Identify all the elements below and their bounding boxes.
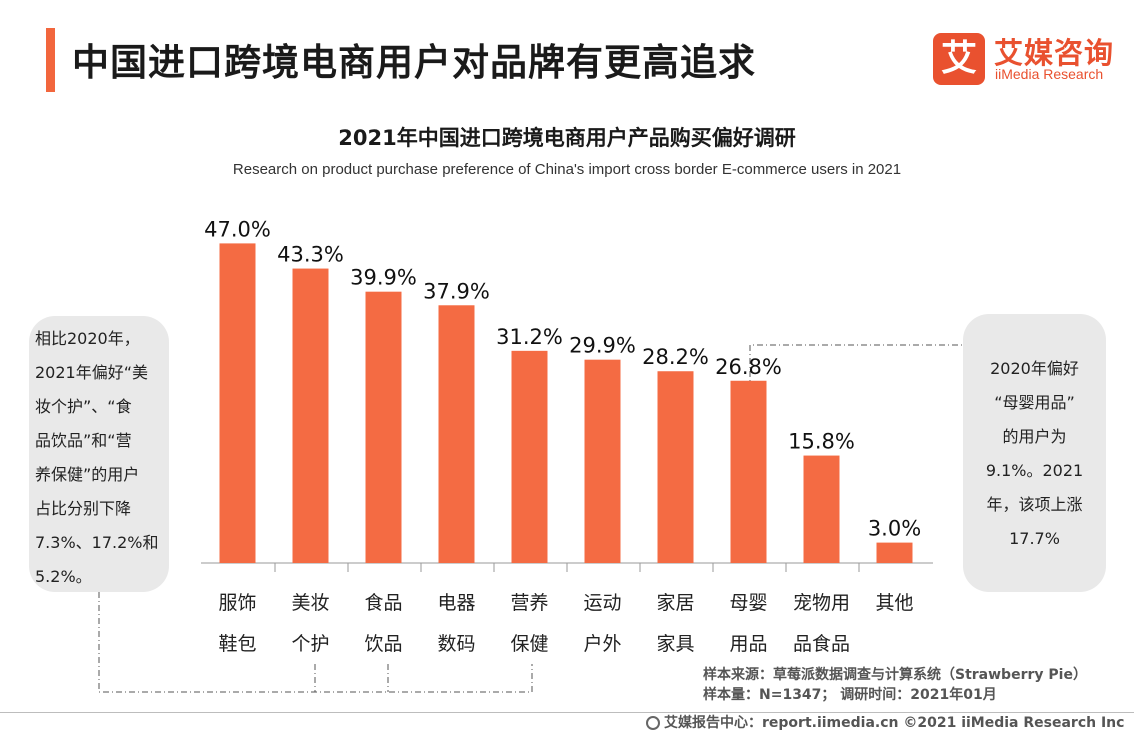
callout-left-line: 妆个护”、“食 bbox=[35, 397, 132, 416]
brand-name-en: iiMedia Research bbox=[995, 66, 1104, 82]
bar bbox=[803, 455, 840, 563]
data-label: 39.9% bbox=[350, 266, 417, 290]
iimedia-logo-icon: 艾 bbox=[933, 33, 985, 85]
page-title: 中国进口跨境电商用户对品牌有更高追求 bbox=[72, 41, 756, 84]
data-label: 47.0% bbox=[204, 217, 271, 241]
data-label: 26.8% bbox=[715, 355, 782, 379]
data-label: 29.9% bbox=[569, 334, 636, 358]
bar bbox=[219, 243, 256, 563]
category-label: 宠物用 bbox=[793, 592, 850, 614]
callout-left-line: 7.3%、17.2%和 bbox=[35, 533, 159, 552]
callout-left-line: 养保健”的用户 bbox=[35, 465, 140, 484]
bar bbox=[438, 305, 475, 563]
category-label: 饮品 bbox=[364, 633, 402, 655]
category-label: 品食品 bbox=[793, 633, 850, 655]
data-label: 15.8% bbox=[788, 430, 855, 454]
category-label: 美妆 bbox=[291, 592, 329, 614]
data-label: 28.2% bbox=[642, 345, 709, 369]
source-note: 样本来源：草莓派数据调查与计算系统（Strawberry Pie） 样本量：N=… bbox=[703, 665, 1087, 705]
category-label: 户外 bbox=[583, 633, 621, 655]
bar bbox=[730, 380, 767, 563]
category-label: 电器 bbox=[437, 592, 475, 614]
category-label: 母婴 bbox=[729, 592, 767, 614]
callout-left-line: 品饮品”和“营 bbox=[35, 431, 132, 450]
category-label: 家具 bbox=[656, 633, 694, 655]
category-label: 服饰 bbox=[218, 592, 256, 614]
footer-text: 艾媒报告中心：report.iimedia.cn ©2021 iiMedia R… bbox=[664, 715, 1125, 731]
category-label: 运动 bbox=[583, 592, 621, 614]
callout-right-line: 17.7% bbox=[1009, 529, 1060, 548]
callout-right: 2020年偏好 “母婴用品” 的用户为 9.1%。2021 年，该项上涨 17.… bbox=[963, 314, 1106, 592]
source-line-size: 样本量：N=1347； 调研时间：2021年01月 bbox=[703, 687, 997, 703]
callout-left-line: 2021年偏好“美 bbox=[35, 363, 149, 382]
callout-right-line: 2020年偏好 bbox=[990, 359, 1079, 378]
category-label: 食品 bbox=[364, 592, 402, 614]
chart-title: 2021年中国进口跨境电商用户产品购买偏好调研 bbox=[338, 126, 796, 150]
category-label: 用品 bbox=[729, 633, 767, 655]
data-label: 31.2% bbox=[496, 325, 563, 349]
callout-right-line: 9.1%。2021 bbox=[985, 461, 1084, 480]
bar bbox=[511, 350, 548, 563]
category-label: 鞋包 bbox=[218, 633, 256, 655]
category-label: 个护 bbox=[291, 633, 329, 655]
bar bbox=[584, 359, 621, 563]
bar bbox=[876, 542, 913, 563]
footer-divider bbox=[0, 712, 1134, 713]
brand-name-cn: 艾媒咨询 bbox=[994, 36, 1115, 70]
chart-subtitle: Research on product purchase preference … bbox=[232, 161, 902, 178]
data-label: 3.0% bbox=[868, 517, 921, 541]
category-label: 其他 bbox=[875, 592, 913, 614]
source-line-sample: 样本来源：草莓派数据调查与计算系统（Strawberry Pie） bbox=[703, 667, 1087, 683]
callout-left-line: 占比分别下降 bbox=[35, 499, 132, 518]
data-label: 43.3% bbox=[277, 243, 344, 267]
footer: 艾媒报告中心：report.iimedia.cn ©2021 iiMedia R… bbox=[646, 713, 1124, 733]
callout-right-line: 年，该项上涨 bbox=[986, 495, 1083, 514]
title-accent-bar bbox=[46, 28, 55, 92]
bar bbox=[365, 291, 402, 563]
category-label: 营养 bbox=[510, 592, 548, 614]
globe-icon bbox=[646, 716, 660, 730]
category-label: 保健 bbox=[510, 633, 548, 655]
callout-left: 相比2020年， 2021年偏好“美 妆个护”、“食 品饮品”和“营 养保健”的… bbox=[29, 316, 169, 592]
data-label: 37.9% bbox=[423, 279, 490, 303]
callout-right-line: 的用户为 bbox=[1002, 427, 1067, 446]
callout-right-line: “母婴用品” bbox=[994, 393, 1075, 412]
connector-line bbox=[749, 344, 975, 416]
bar bbox=[292, 268, 329, 563]
category-label: 数码 bbox=[437, 633, 475, 655]
bar bbox=[657, 371, 694, 563]
callout-left-line: 5.2%。 bbox=[35, 567, 92, 586]
callout-left-line: 相比2020年， bbox=[35, 329, 140, 348]
category-label: 家居 bbox=[656, 592, 694, 614]
